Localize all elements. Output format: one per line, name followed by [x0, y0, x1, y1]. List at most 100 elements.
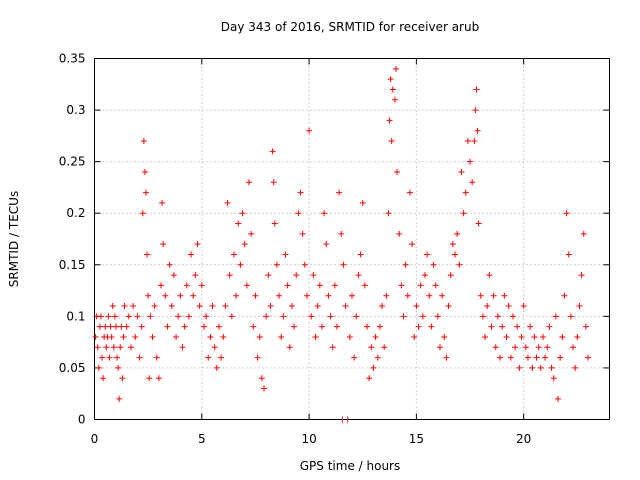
data-point [147, 313, 154, 320]
data-point [276, 292, 283, 299]
data-point [507, 354, 514, 361]
data-point [391, 96, 398, 103]
data-point [192, 272, 199, 279]
data-point [331, 282, 338, 289]
data-point [355, 272, 362, 279]
data-point [235, 220, 242, 227]
data-point [273, 261, 280, 268]
data-point [230, 251, 237, 258]
data-point [92, 333, 99, 340]
data-point [321, 210, 328, 217]
data-point [557, 354, 564, 361]
x-tick-label: 20 [516, 432, 531, 446]
data-point [138, 323, 145, 330]
data-point [295, 210, 302, 217]
data-point [136, 354, 143, 361]
data-point [213, 364, 220, 371]
data-point [398, 282, 405, 289]
data-point [312, 333, 319, 340]
data-point [357, 251, 364, 258]
data-point [572, 364, 579, 371]
data-point [301, 261, 308, 268]
data-point [130, 303, 137, 310]
data-point [548, 364, 555, 371]
data-point [544, 344, 551, 351]
data-point [190, 292, 197, 299]
data-point [209, 303, 216, 310]
data-point [139, 210, 146, 217]
data-point [368, 344, 375, 351]
y-tick-label: 0.3 [66, 103, 85, 117]
data-point [585, 354, 592, 361]
data-point [563, 210, 570, 217]
data-point [366, 375, 373, 382]
data-point [514, 323, 521, 330]
y-axis-label: SRMTID / TECUs [7, 191, 21, 287]
data-point [338, 230, 345, 237]
data-point [215, 323, 222, 330]
data-point [582, 323, 589, 330]
data-point [329, 344, 336, 351]
data-point [99, 354, 106, 361]
data-point [132, 333, 139, 340]
data-point [155, 375, 162, 382]
data-point [565, 251, 572, 258]
data-point [467, 158, 474, 165]
data-point [96, 323, 103, 330]
data-point [144, 251, 151, 258]
data-point [269, 148, 276, 155]
data-point [95, 364, 102, 371]
data-point [364, 323, 371, 330]
data-point [237, 261, 244, 268]
data-point [299, 230, 306, 237]
data-point [145, 292, 152, 299]
data-point [143, 189, 149, 196]
data-point [421, 272, 428, 279]
data-point [387, 76, 394, 83]
data-point [400, 313, 407, 320]
data-point [310, 272, 317, 279]
data-point [419, 313, 426, 320]
data-point [241, 241, 248, 248]
data-point [185, 313, 192, 320]
data-point [458, 168, 465, 175]
data-point [248, 230, 255, 237]
data-point [474, 127, 481, 134]
y-tick-label: 0.2 [66, 206, 85, 220]
data-point [250, 323, 257, 330]
data-point [141, 168, 148, 175]
data-point [376, 323, 383, 330]
x-tick-label: 15 [409, 432, 424, 446]
data-point [149, 333, 156, 340]
data-point [254, 354, 261, 361]
data-point [522, 344, 529, 351]
data-point [323, 241, 330, 248]
data-point [270, 179, 277, 186]
data-point [439, 292, 446, 299]
data-point [168, 303, 175, 310]
data-point [381, 344, 388, 351]
data-point [578, 272, 585, 279]
data-point [243, 282, 250, 289]
data-point [297, 189, 304, 196]
data-point [288, 303, 295, 310]
data-point [482, 333, 489, 340]
data-point [162, 292, 169, 299]
data-point [119, 375, 126, 382]
data-point [537, 364, 544, 371]
data-point [370, 364, 377, 371]
data-point [379, 303, 386, 310]
data-point [567, 313, 574, 320]
data-point [445, 303, 452, 310]
data-point [105, 313, 112, 320]
data-point [509, 313, 516, 320]
data-point [340, 261, 347, 268]
data-point [336, 189, 343, 196]
data-point [271, 220, 278, 227]
data-point [539, 333, 546, 340]
data-point [520, 303, 527, 310]
data-point [559, 333, 566, 340]
data-point [524, 354, 531, 361]
data-point [462, 189, 469, 196]
